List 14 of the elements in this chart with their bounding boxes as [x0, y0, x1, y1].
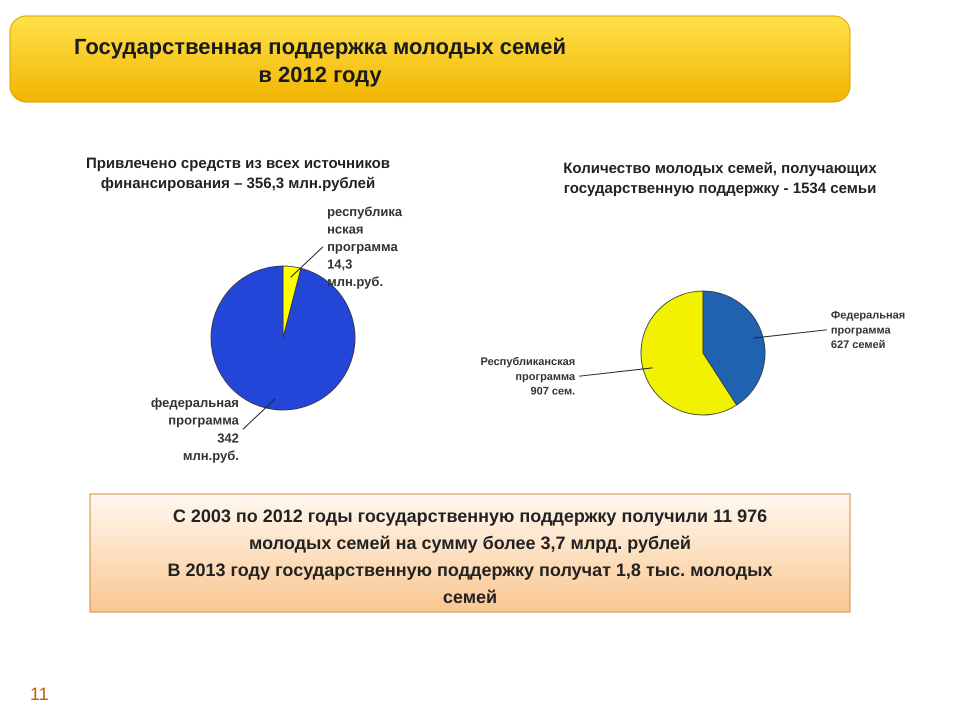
slice-label: Федеральная программа [830, 310, 906, 336]
data-label: 14,3 млн.руб. [327, 256, 384, 290]
chart-title: Государственная поддержка молодых семей в 2012 году [74, 34, 566, 87]
data-label: 627 семей [830, 339, 886, 352]
text: 11 [30, 684, 49, 704]
slice-label: федеральная программа [150, 395, 240, 428]
data-label: 342 млн.руб. [182, 430, 239, 463]
chart-subtitle: Привлечено средств из всех источников финансирования – 356,3 млн.рублей [86, 155, 390, 192]
slice-label: Республиканская программа [480, 356, 576, 383]
slice-label: республиканская программа [327, 204, 403, 254]
data-label: 907 сем. [530, 386, 576, 398]
text: В 2013 году государственную поддержку получат 1,8 тыс. молодых семей [167, 560, 773, 607]
text: С 2003 по 2012 годы государственную поддержку получили 11 976 молодых семей на сумму более 3,7 млрд. рублей [172, 506, 768, 553]
chart-subtitle: Количество молодых семей, получающих государственную поддержку - 1534 семьи [563, 160, 878, 197]
